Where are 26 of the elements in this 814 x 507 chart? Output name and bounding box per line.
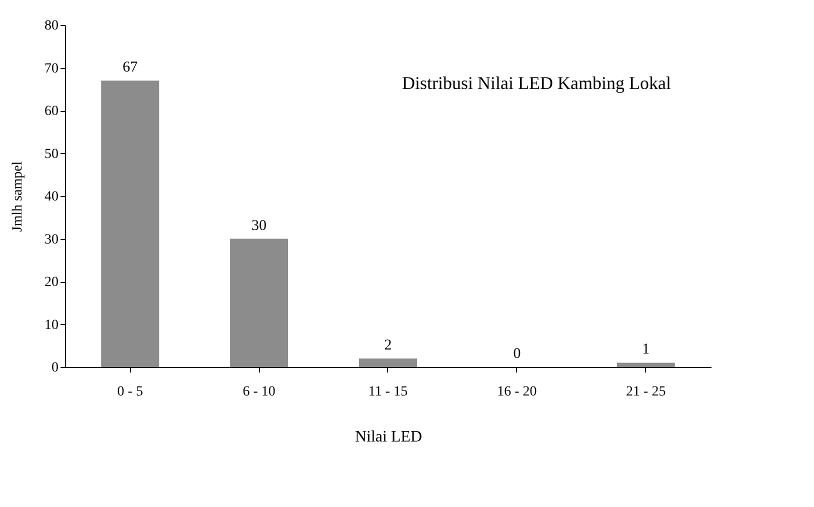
data-label: 30 [252, 218, 267, 234]
x-tick-label: 0 - 5 [117, 384, 143, 400]
y-tick-label: 50 [44, 146, 58, 162]
y-tick-label: 10 [44, 318, 58, 333]
x-tick-label: 6 - 10 [242, 384, 276, 400]
y-tick-label: 40 [44, 190, 58, 204]
bar [358, 358, 418, 367]
data-label: 2 [384, 337, 392, 354]
x-tick-label: 21 - 25 [626, 384, 666, 400]
y-tick-label: 30 [44, 232, 58, 248]
x-tick-label: 16 - 20 [497, 384, 537, 400]
y-tick-label: 70 [44, 61, 58, 76]
y-tick-label: 80 [44, 18, 58, 34]
y-tick-label: 20 [44, 275, 58, 290]
bar [616, 362, 675, 367]
x-axis-title: Nilai LED [354, 428, 422, 446]
data-label: 0 [513, 346, 521, 362]
data-label: 1 [642, 342, 650, 358]
y-tick-label: 0 [52, 360, 58, 376]
x-tick-label: 11 - 15 [368, 384, 408, 400]
bar [230, 238, 288, 367]
data-label: 67 [122, 60, 138, 76]
y-tick-label: 60 [44, 104, 58, 119]
y-axis-title: Jmlh sampel [10, 161, 26, 232]
text: Distribusi Nilai LED Kambing Lokal [402, 73, 671, 93]
bar [101, 80, 160, 367]
